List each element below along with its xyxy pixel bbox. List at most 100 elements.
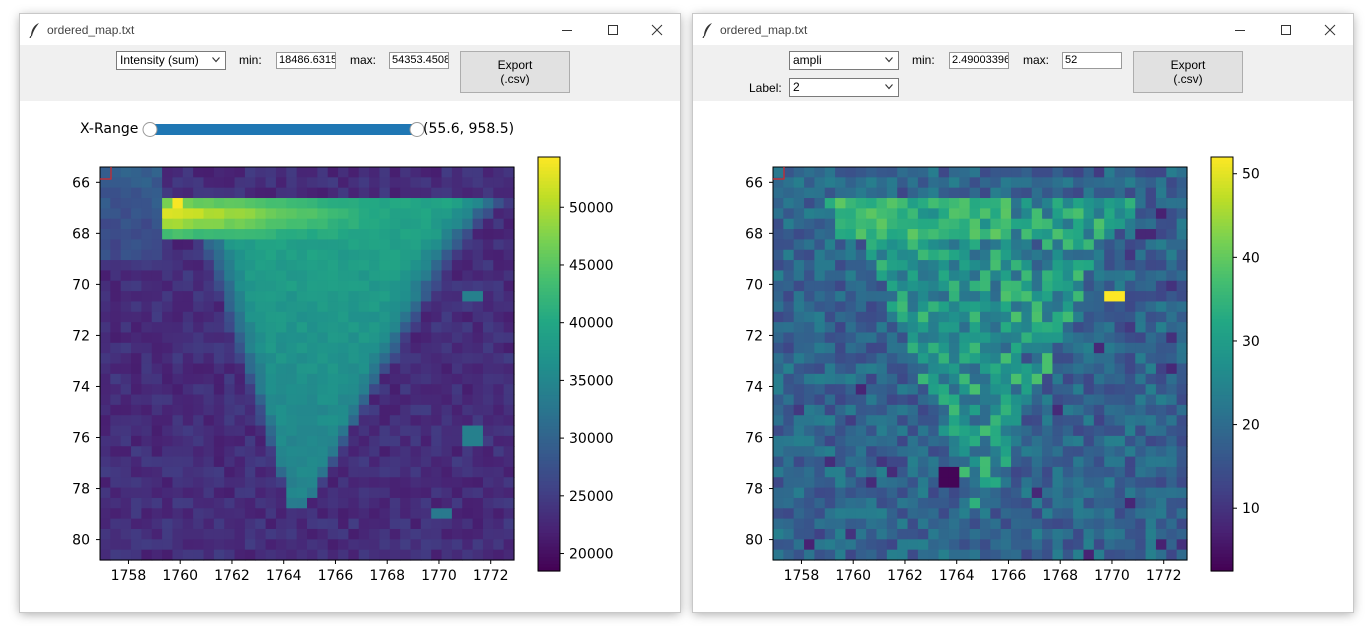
colorbar-segment <box>1211 215 1233 220</box>
heatmap-cell <box>1021 187 1033 199</box>
heatmap-cell <box>886 239 898 251</box>
minimize-button[interactable] <box>1217 16 1263 44</box>
heatmap-cell <box>100 384 111 396</box>
heatmap-cell <box>1073 229 1085 240</box>
heatmap-cell <box>1093 342 1105 354</box>
heatmap-cell <box>451 497 463 509</box>
heatmap-cell <box>907 415 919 427</box>
max-input[interactable]: 54353.4508 <box>389 52 449 69</box>
heatmap-figure: X-Range (55.6, 958.5) 1758 1760 1762 1764 17… <box>72 121 613 584</box>
x-range-slider-low-handle[interactable] <box>142 122 158 137</box>
title-bar[interactable]: ordered_map.txt <box>20 14 680 45</box>
heatmap-cell <box>855 466 867 478</box>
close-button[interactable] <box>1307 16 1353 44</box>
heatmap-cell <box>431 249 443 261</box>
heatmap-cell <box>1176 456 1188 468</box>
heatmap-cell <box>482 446 494 458</box>
heatmap-cell <box>203 549 215 561</box>
heatmap-cell <box>234 322 246 334</box>
heatmap-cell <box>1083 446 1095 458</box>
heatmap-cell <box>172 415 184 427</box>
min-input[interactable]: 2.49003396 <box>949 52 1009 69</box>
minimize-button[interactable] <box>544 16 590 44</box>
heatmap-cell <box>327 456 339 468</box>
heatmap-cell <box>866 291 878 303</box>
heatmap-cell <box>255 291 267 303</box>
heatmap-cell <box>1114 487 1126 499</box>
heatmap-cell <box>162 435 174 447</box>
min-input[interactable]: 18486.6315 <box>276 52 336 69</box>
x-range-slider-high-handle[interactable] <box>409 122 425 137</box>
heatmap-cell <box>141 332 153 344</box>
heatmap-cell <box>234 342 246 354</box>
heatmap-cell <box>773 249 784 261</box>
heatmap-cell <box>1166 456 1178 468</box>
heatmap-cell <box>400 415 412 427</box>
heatmap-cell <box>162 446 174 458</box>
maximize-button[interactable] <box>590 16 636 44</box>
heatmap-cell <box>120 198 132 209</box>
heatmap-cell <box>482 456 494 468</box>
heatmap-cell <box>265 208 277 220</box>
x-range-slider-track[interactable] <box>150 124 417 135</box>
heatmap-cell <box>151 487 163 499</box>
heatmap-cell <box>1021 301 1033 313</box>
heatmap-cell <box>876 456 888 468</box>
heatmap-cell <box>876 311 888 323</box>
heatmap-cell <box>172 518 184 530</box>
heatmap-cell <box>855 342 867 354</box>
heatmap-cell <box>845 280 857 292</box>
heatmap-cell <box>358 218 370 230</box>
heatmap-cell <box>928 508 940 520</box>
heatmap-cell <box>773 539 784 551</box>
quantity-select[interactable]: Intensity (sum) <box>116 51 226 70</box>
heatmap-cell <box>1052 466 1064 478</box>
heatmap-cell <box>379 167 391 178</box>
heatmap-cell <box>1083 384 1095 396</box>
heatmap-cell <box>151 466 163 478</box>
heatmap-cell <box>928 177 940 189</box>
heatmap-cell <box>131 497 142 509</box>
heatmap-cell <box>348 208 360 220</box>
heatmap-cell <box>244 187 256 199</box>
heatmap-cell <box>990 549 1002 561</box>
title-bar[interactable]: ordered_map.txt <box>693 14 1353 45</box>
heatmap-cell <box>389 198 401 209</box>
heatmap-cell <box>1083 270 1095 282</box>
heatmap-cell <box>493 322 505 334</box>
heatmap-cell <box>244 218 256 230</box>
heatmap-cell <box>886 518 898 530</box>
heatmap-cell <box>1114 311 1126 323</box>
label-select[interactable]: 2 <box>789 78 899 97</box>
heatmap-cell <box>213 477 225 489</box>
export-csv-button[interactable]: Export (.csv) <box>460 51 570 93</box>
heatmap-cell <box>244 322 256 334</box>
close-button[interactable] <box>634 16 680 44</box>
heatmap-cell <box>338 477 349 489</box>
heatmap-cell <box>959 487 971 499</box>
heatmap-cell <box>1124 446 1136 458</box>
heatmap-cell <box>845 363 857 375</box>
heatmap-cell <box>1073 435 1085 447</box>
heatmap-cell <box>100 487 111 499</box>
heatmap-cell <box>1166 187 1178 199</box>
heatmap-cell <box>193 332 205 344</box>
heatmap-cell <box>275 322 287 334</box>
heatmap-cell <box>804 198 815 209</box>
heatmap-cell <box>866 353 878 365</box>
heatmap-cell <box>162 291 174 303</box>
heatmap-cell <box>410 435 422 447</box>
heatmap-cell <box>876 280 888 292</box>
heatmap-cell <box>1042 539 1054 551</box>
export-csv-button[interactable]: Export (.csv) <box>1133 51 1243 93</box>
min-label: min: <box>912 53 935 67</box>
heatmap-cell <box>203 394 215 406</box>
heatmap-cell <box>162 280 174 292</box>
maximize-button[interactable] <box>1263 16 1309 44</box>
heatmap-cell <box>472 487 484 499</box>
heatmap-cell <box>1166 373 1178 385</box>
quantity-select[interactable]: ampli <box>789 51 899 70</box>
heatmap-cell <box>783 528 795 540</box>
heatmap-cell <box>1052 167 1064 178</box>
max-input[interactable]: 52 <box>1062 52 1122 69</box>
